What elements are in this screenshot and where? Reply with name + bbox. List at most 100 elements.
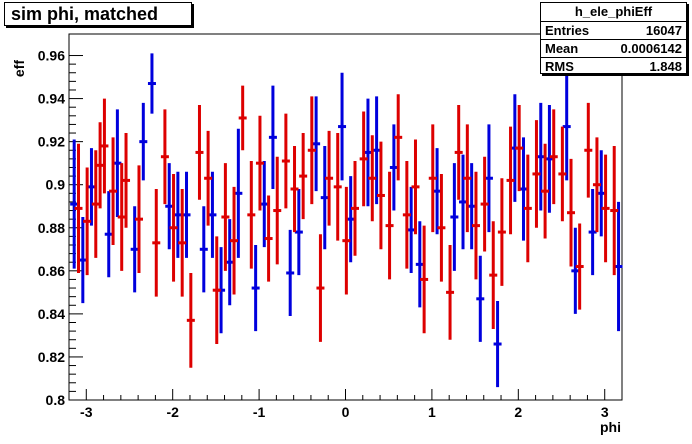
data-point-blue xyxy=(476,255,485,342)
data-point-red xyxy=(359,111,368,207)
x-tick-label: 1 xyxy=(428,404,436,420)
data-point-red xyxy=(446,244,455,340)
data-point-red xyxy=(549,109,558,205)
data-point-red xyxy=(428,124,437,233)
data-point-red xyxy=(584,102,593,198)
data-point-blue xyxy=(70,139,79,269)
data-point-red xyxy=(238,85,247,151)
data-point-red xyxy=(160,109,169,205)
data-point-red xyxy=(567,158,576,267)
data-point-red xyxy=(506,126,515,235)
data-point-red xyxy=(402,161,411,269)
stats-box: h_ele_phiEff Entries 16047 Mean 0.000614… xyxy=(540,2,687,74)
data-point-red xyxy=(204,130,213,226)
data-point-red xyxy=(342,186,351,295)
data-point-blue xyxy=(545,105,554,213)
title-box: sim phi, matched xyxy=(4,2,192,26)
data-point-red xyxy=(541,143,550,239)
data-point-red xyxy=(480,156,489,252)
stats-entries-value: 16047 xyxy=(645,23,682,38)
data-point-red xyxy=(610,145,619,276)
data-point-red xyxy=(394,94,403,181)
x-tick-label: 2 xyxy=(514,404,522,420)
data-point-blue xyxy=(104,191,113,278)
data-point-blue xyxy=(182,171,191,258)
chart-title: sim phi, matched xyxy=(11,4,159,24)
data-point-blue xyxy=(338,72,347,181)
y-tick-label: 0.82 xyxy=(38,349,65,365)
stats-histogram-name: h_ele_phiEff xyxy=(541,3,686,22)
data-point-red xyxy=(83,167,92,276)
data-point-red xyxy=(74,143,83,273)
data-point-blue xyxy=(78,217,87,304)
data-point-red xyxy=(558,126,567,222)
data-point-blue xyxy=(234,128,243,258)
data-point-blue xyxy=(320,145,329,250)
x-axis: -3 -2 -1 0 1 2 3 xyxy=(68,389,623,420)
data-point-red xyxy=(178,189,187,297)
data-points xyxy=(70,53,623,388)
data-point-red xyxy=(230,186,239,295)
data-point-blue xyxy=(407,186,416,273)
data-point-red xyxy=(247,161,256,269)
data-point-red xyxy=(385,171,394,280)
y-tick-label: 0.84 xyxy=(38,306,65,322)
y-tick-label: 0.92 xyxy=(38,134,65,150)
data-point-red xyxy=(497,178,506,286)
data-point-blue xyxy=(484,124,493,233)
x-tick-label: 0 xyxy=(342,404,350,420)
data-point-red xyxy=(273,156,282,265)
data-point-red xyxy=(420,225,429,334)
y-tick-label: 0.8 xyxy=(46,392,66,408)
x-tick-label: -3 xyxy=(80,404,93,420)
data-point-blue xyxy=(260,161,269,248)
data-point-red xyxy=(471,171,480,280)
y-axis-label: eff xyxy=(11,60,27,77)
data-point-blue xyxy=(268,85,277,190)
data-point-red xyxy=(264,195,273,282)
data-point-red xyxy=(290,145,299,233)
data-point-red xyxy=(351,161,360,256)
stats-mean-value: 0.0006142 xyxy=(620,41,682,56)
data-point-red xyxy=(186,272,195,368)
data-point-red xyxy=(212,236,221,345)
data-point-blue xyxy=(459,154,468,250)
data-point-red xyxy=(411,139,420,235)
data-point-blue xyxy=(571,227,580,314)
y-tick-label: 0.88 xyxy=(38,220,65,236)
data-point-red xyxy=(437,173,446,282)
data-point-blue xyxy=(208,171,217,258)
data-point-red xyxy=(333,133,342,241)
x-tick-label: -1 xyxy=(253,404,266,420)
data-point-blue xyxy=(139,102,148,181)
x-tick-label: -2 xyxy=(166,404,179,420)
y-tick-label: 0.94 xyxy=(38,91,65,107)
data-point-red xyxy=(169,173,178,282)
data-point-blue xyxy=(87,148,96,226)
data-point-blue xyxy=(562,72,571,181)
data-point-blue xyxy=(173,171,182,258)
data-point-red xyxy=(489,221,498,329)
data-point-blue xyxy=(199,206,208,293)
data-point-red xyxy=(299,133,308,220)
data-point-blue xyxy=(286,229,295,317)
data-point-blue xyxy=(450,163,459,271)
data-point-red xyxy=(122,133,131,228)
data-point-blue xyxy=(467,163,476,250)
stats-rms-value: 1.848 xyxy=(649,59,682,74)
data-point-red xyxy=(255,115,264,211)
data-point-red xyxy=(100,98,109,194)
data-point-blue xyxy=(312,96,321,192)
stats-rms-label: RMS xyxy=(545,59,574,74)
data-point-blue xyxy=(346,176,355,263)
data-point-blue xyxy=(363,98,372,207)
data-point-red xyxy=(368,135,377,222)
data-point-red xyxy=(134,165,143,273)
data-point-blue xyxy=(588,189,597,276)
y-tick-label: 0.96 xyxy=(38,48,65,64)
data-point-blue xyxy=(597,150,606,237)
stats-entries-label: Entries xyxy=(545,23,590,38)
data-point-blue xyxy=(165,163,174,250)
y-tick-label: 0.86 xyxy=(38,263,65,279)
